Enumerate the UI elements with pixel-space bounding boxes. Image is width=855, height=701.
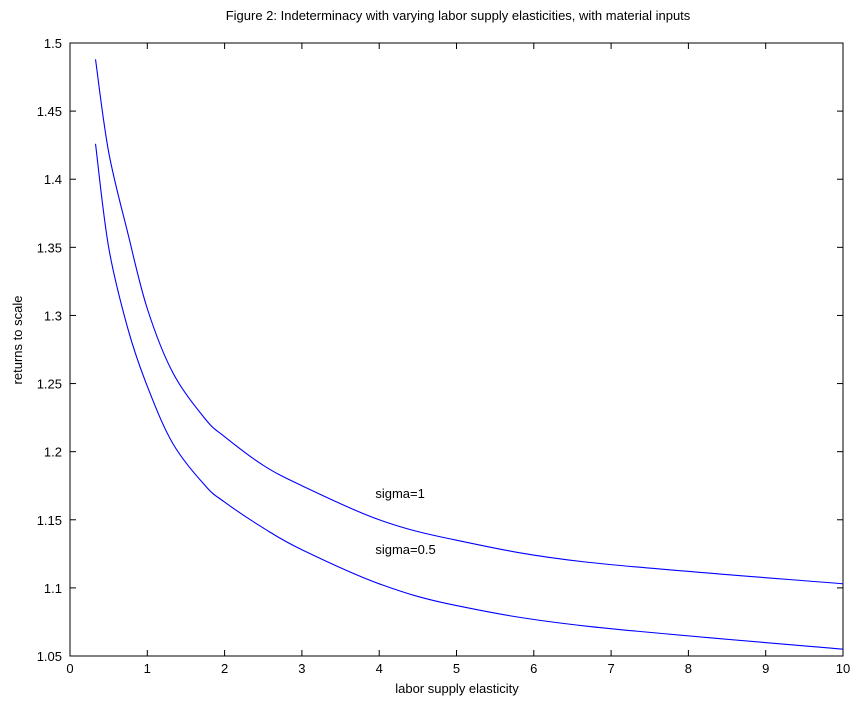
y-tick-label: 1.15 xyxy=(37,513,62,528)
x-tick-label: 5 xyxy=(453,661,460,676)
x-tick-label: 8 xyxy=(685,661,692,676)
y-tick-label: 1.05 xyxy=(37,649,62,664)
y-tick-label: 1.5 xyxy=(44,36,62,51)
x-tick-label: 2 xyxy=(221,661,228,676)
series-line-0 xyxy=(94,59,844,585)
y-axis-label: returns to scale xyxy=(10,296,25,385)
x-axis-label: labor supply elasticity xyxy=(395,681,519,696)
y-tick-label: 1.35 xyxy=(37,240,62,255)
plot-area: 0 1 2 3 4 5 6 7 8 9 10 1.05 1.1 1.15 1.2 1.25 1.3 1.35 1.4… xyxy=(37,36,851,676)
x-tick-label: 7 xyxy=(607,661,614,676)
x-tick-label: 10 xyxy=(836,661,850,676)
x-tick-label: 4 xyxy=(376,661,383,676)
y-tick-label: 1.45 xyxy=(37,104,62,119)
y-tick-label: 1.25 xyxy=(37,377,62,392)
y-tick-label: 1.1 xyxy=(44,581,62,596)
x-tick-label: 9 xyxy=(762,661,769,676)
y-tick-label: 1.3 xyxy=(44,308,62,323)
y-tick-label: 1.2 xyxy=(44,445,62,460)
chart-title: Figure 2: Indeterminacy with varying lab… xyxy=(226,8,691,23)
y-tick-label: 1.4 xyxy=(44,172,62,187)
annotation-label: sigma=1 xyxy=(375,486,425,501)
x-tick-label: 6 xyxy=(530,661,537,676)
x-tick-label: 0 xyxy=(66,661,73,676)
series-line-1 xyxy=(94,143,844,650)
annotation-label: sigma=0.5 xyxy=(375,542,435,557)
x-tick-label: 1 xyxy=(144,661,151,676)
x-tick-label: 3 xyxy=(298,661,305,676)
